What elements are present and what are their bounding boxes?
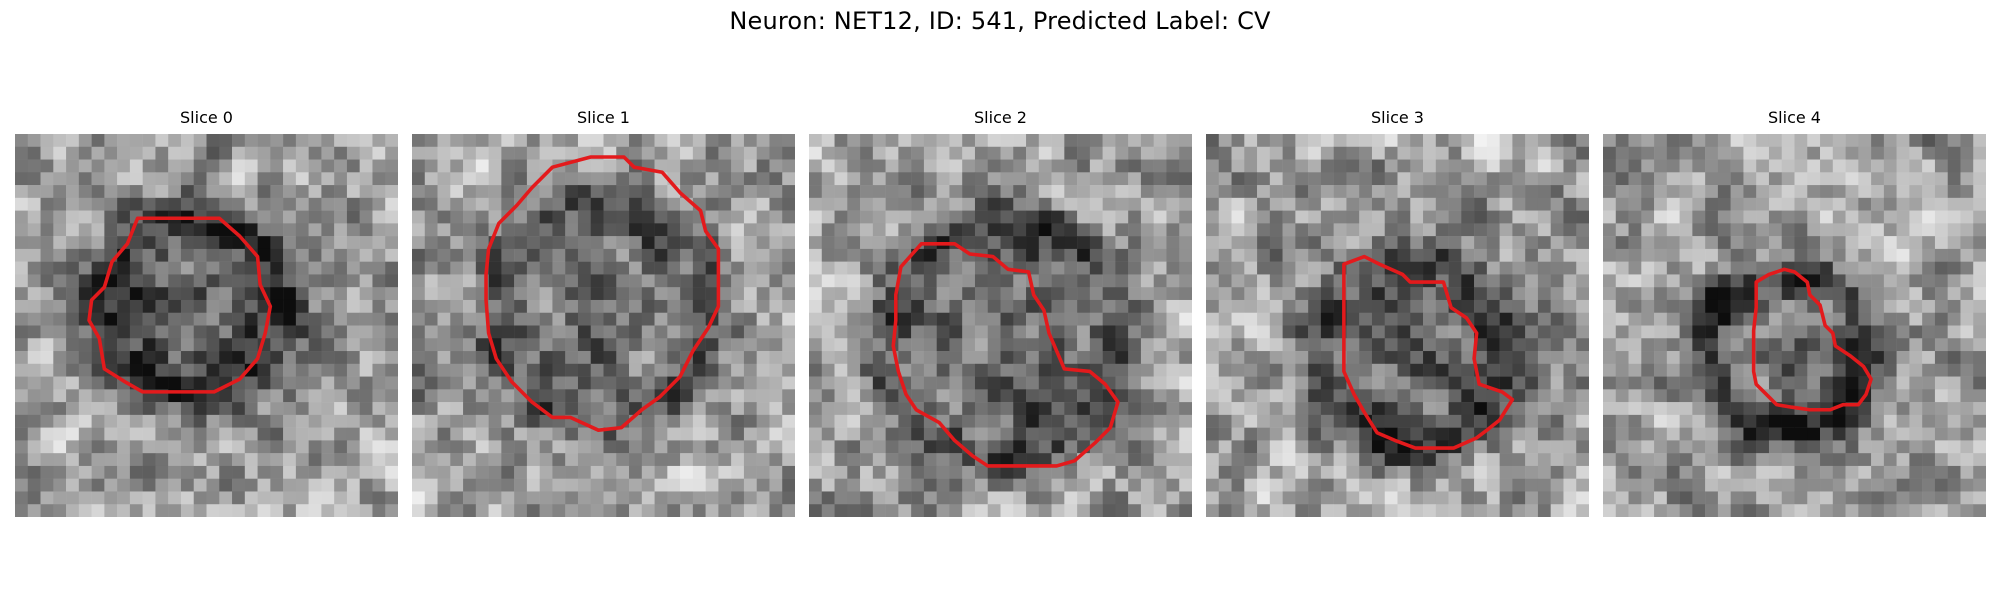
- slice-image: [412, 134, 795, 517]
- slice-title: Slice 3: [1371, 108, 1424, 127]
- slice-title: Slice 0: [180, 108, 233, 127]
- slice-title: Slice 2: [974, 108, 1027, 127]
- figure-title: Neuron: NET12, ID: 541, Predicted Label:…: [729, 7, 1271, 35]
- pixel-grid: [1603, 134, 1986, 517]
- roi-contour: [484, 155, 721, 432]
- pixel-grid: [15, 134, 398, 517]
- slice-image: [809, 134, 1192, 517]
- slice-title: Slice 4: [1768, 108, 1821, 127]
- slice-image: [15, 134, 398, 517]
- pixel-grid: [1206, 134, 1589, 517]
- slice-image: [1603, 134, 1986, 517]
- slice-image: [1206, 134, 1589, 517]
- pixel-grid: [412, 134, 795, 517]
- pixel-grid: [809, 134, 1192, 517]
- roi-contour: [891, 242, 1120, 468]
- roi-contour: [1342, 254, 1515, 450]
- roi-contour: [1751, 267, 1873, 412]
- slice-title: Slice 1: [577, 108, 630, 127]
- roi-contour: [87, 216, 273, 394]
